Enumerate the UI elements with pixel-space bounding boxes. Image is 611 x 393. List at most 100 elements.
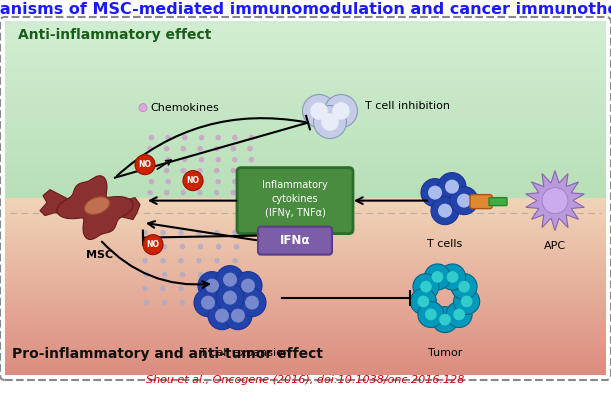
Bar bbox=[5, 74, 606, 78]
Text: Inflammatory
cytokines
(IFNγ, TNFα): Inflammatory cytokines (IFNγ, TNFα) bbox=[262, 180, 328, 218]
Circle shape bbox=[247, 190, 253, 195]
Bar bbox=[5, 101, 606, 105]
Circle shape bbox=[198, 272, 226, 299]
Bar bbox=[5, 237, 606, 240]
Bar bbox=[5, 298, 606, 300]
Circle shape bbox=[230, 146, 236, 151]
Bar bbox=[5, 333, 606, 335]
Bar bbox=[5, 320, 606, 322]
Bar bbox=[5, 259, 606, 263]
Bar bbox=[5, 162, 606, 166]
Circle shape bbox=[162, 244, 167, 250]
Bar bbox=[5, 317, 606, 319]
Bar bbox=[5, 227, 606, 231]
Bar bbox=[5, 205, 606, 208]
Bar bbox=[5, 200, 606, 204]
Bar bbox=[5, 174, 606, 178]
Circle shape bbox=[147, 146, 153, 151]
Circle shape bbox=[451, 274, 477, 299]
Bar bbox=[5, 27, 606, 31]
Circle shape bbox=[310, 102, 327, 120]
Bar bbox=[5, 331, 606, 334]
Circle shape bbox=[446, 301, 472, 327]
Bar bbox=[5, 62, 606, 66]
Circle shape bbox=[147, 168, 153, 173]
Bar bbox=[5, 256, 606, 259]
Circle shape bbox=[144, 244, 149, 250]
Bar bbox=[5, 329, 606, 331]
Bar bbox=[5, 124, 606, 128]
Circle shape bbox=[438, 173, 466, 200]
Bar bbox=[5, 233, 606, 237]
Bar bbox=[5, 268, 606, 270]
Bar bbox=[5, 258, 606, 260]
Bar bbox=[5, 280, 606, 282]
Bar bbox=[5, 248, 606, 250]
Bar bbox=[5, 298, 606, 301]
Bar bbox=[5, 325, 606, 328]
Bar bbox=[5, 352, 606, 354]
Bar bbox=[5, 362, 606, 365]
Circle shape bbox=[230, 190, 236, 195]
Bar bbox=[5, 353, 606, 357]
Circle shape bbox=[241, 279, 255, 293]
Circle shape bbox=[420, 281, 432, 292]
Circle shape bbox=[445, 180, 459, 194]
Circle shape bbox=[214, 190, 219, 195]
Bar bbox=[5, 252, 606, 254]
Bar bbox=[5, 343, 606, 345]
Bar bbox=[5, 349, 606, 351]
Bar bbox=[5, 226, 606, 228]
Bar bbox=[5, 65, 606, 69]
Polygon shape bbox=[525, 171, 584, 231]
Circle shape bbox=[198, 272, 203, 277]
Circle shape bbox=[249, 135, 254, 140]
Bar bbox=[5, 234, 606, 237]
Bar bbox=[5, 289, 606, 293]
Polygon shape bbox=[57, 176, 133, 239]
Bar bbox=[5, 346, 606, 349]
Bar bbox=[5, 95, 606, 99]
Circle shape bbox=[249, 157, 254, 162]
Bar bbox=[5, 324, 606, 328]
Bar bbox=[5, 121, 606, 125]
Bar bbox=[5, 253, 606, 256]
FancyBboxPatch shape bbox=[258, 227, 332, 255]
Bar bbox=[5, 218, 606, 220]
Bar bbox=[5, 156, 606, 160]
Polygon shape bbox=[115, 198, 140, 220]
Circle shape bbox=[216, 266, 244, 294]
Bar bbox=[5, 139, 606, 143]
Circle shape bbox=[245, 296, 259, 310]
Bar bbox=[5, 305, 606, 307]
Bar bbox=[5, 224, 606, 226]
Bar bbox=[5, 289, 606, 291]
Bar bbox=[5, 351, 606, 353]
Circle shape bbox=[198, 300, 203, 305]
Bar bbox=[5, 306, 606, 310]
Bar bbox=[5, 334, 606, 337]
Bar bbox=[5, 24, 606, 28]
Bar bbox=[5, 212, 606, 215]
Bar bbox=[5, 265, 606, 268]
Circle shape bbox=[148, 179, 155, 184]
Bar bbox=[5, 244, 606, 248]
Circle shape bbox=[233, 300, 240, 305]
Bar bbox=[5, 261, 606, 263]
Bar bbox=[5, 233, 606, 235]
Circle shape bbox=[182, 157, 188, 162]
Bar bbox=[5, 195, 606, 198]
Bar bbox=[5, 271, 606, 274]
Text: Chemokines: Chemokines bbox=[150, 103, 219, 113]
Bar bbox=[5, 159, 606, 163]
Bar bbox=[5, 165, 606, 169]
Bar bbox=[5, 284, 606, 287]
Circle shape bbox=[432, 307, 458, 332]
Bar bbox=[5, 109, 606, 113]
Bar bbox=[5, 242, 606, 244]
Bar bbox=[5, 264, 606, 266]
Circle shape bbox=[208, 301, 236, 330]
Bar bbox=[5, 333, 606, 337]
Bar bbox=[5, 270, 606, 272]
Bar bbox=[5, 274, 606, 278]
